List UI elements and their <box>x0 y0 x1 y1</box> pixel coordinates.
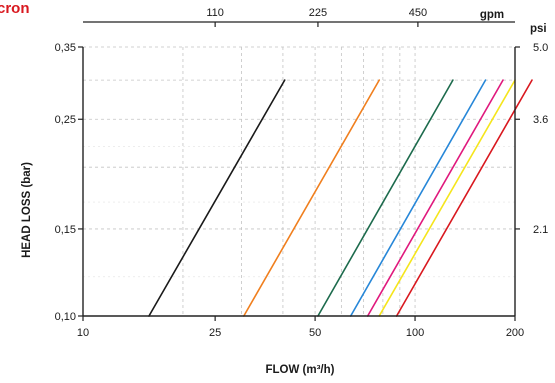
y-tick-label: 0,25 <box>55 114 76 126</box>
top-tick-label: 110 <box>206 7 224 19</box>
top-tick-label: 225 <box>309 7 327 19</box>
x-tick-label: 200 <box>506 327 524 339</box>
series-line-6 <box>378 79 516 317</box>
series-line-7 <box>395 79 533 317</box>
y-tick-label: 0,35 <box>55 42 76 54</box>
grid <box>83 46 516 316</box>
series-line-2 <box>243 79 381 317</box>
x-tick-label: 50 <box>309 327 321 339</box>
series-line-3 <box>317 79 454 317</box>
y-tick-label: 0,15 <box>55 224 76 236</box>
y-tick-label: 0,10 <box>55 311 76 323</box>
axes <box>78 21 520 321</box>
series-line-4 <box>349 79 487 317</box>
chart-heading: cron <box>0 0 30 17</box>
right-tick-label: 2.1 <box>533 224 548 236</box>
right-tick-label: 3.6 <box>533 114 548 126</box>
series-line-1 <box>148 79 286 317</box>
x-axis-title: FLOW (m³/h) <box>266 364 335 376</box>
series-line-5 <box>366 79 504 317</box>
y-axis-title: HEAD LOSS (bar) <box>21 162 33 258</box>
x-tick-label: 25 <box>209 327 221 339</box>
tick-labels: 10 25 50 100 200 0,10 0,15 0,25 0,35 110 225 450 5.0… <box>55 7 549 339</box>
x-tick-label: 100 <box>406 327 424 339</box>
top-tick-label: 450 <box>409 7 427 19</box>
x-tick-label: 10 <box>77 327 89 339</box>
series-lines <box>148 79 533 317</box>
top-axis-unit: gpm <box>480 9 504 21</box>
right-axis-unit: psi <box>530 23 547 35</box>
right-tick-label: 5.0 <box>533 42 548 54</box>
